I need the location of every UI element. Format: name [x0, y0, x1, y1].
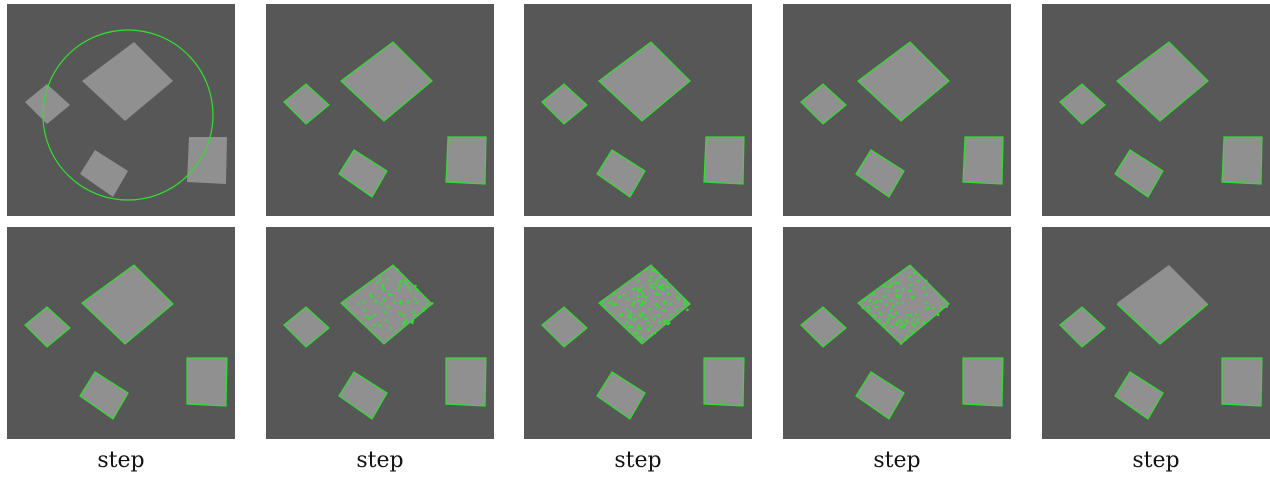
panel-svg — [1042, 227, 1270, 439]
panel-r1-c3 — [524, 4, 752, 216]
panel-svg — [524, 4, 752, 216]
rect-right — [704, 358, 744, 406]
panel-svg — [266, 4, 494, 216]
rect-right — [704, 137, 744, 184]
caption-col-5: step — [1042, 448, 1270, 473]
rect-right — [446, 137, 486, 184]
panel-r1-c4 — [783, 4, 1011, 216]
panel-svg — [783, 227, 1011, 439]
panel-svg — [1042, 4, 1270, 216]
panel-svg — [266, 227, 494, 439]
panel-svg — [7, 4, 235, 216]
rect-right — [963, 358, 1003, 406]
caption-col-3: step — [524, 448, 752, 473]
rect-right — [1222, 358, 1262, 406]
panel-r2-c3 — [524, 227, 752, 439]
rect-right — [187, 358, 227, 406]
caption-col-1: step — [7, 448, 235, 473]
panel-svg — [524, 227, 752, 439]
caption-col-4: step — [783, 448, 1011, 473]
panel-svg — [783, 4, 1011, 216]
panel-r1-c5 — [1042, 4, 1270, 216]
panel-r1-c1 — [7, 4, 235, 216]
panel-r2-c5 — [1042, 227, 1270, 439]
panel-r2-c4 — [783, 227, 1011, 439]
rect-right — [446, 358, 486, 406]
panel-r1-c2 — [266, 4, 494, 216]
panel-r2-c1 — [7, 227, 235, 439]
caption-col-2: step — [266, 448, 494, 473]
rect-right — [1222, 137, 1262, 184]
panel-svg — [7, 227, 235, 439]
rect-right — [963, 137, 1003, 184]
panel-r2-c2 — [266, 227, 494, 439]
rect-right — [187, 137, 227, 184]
